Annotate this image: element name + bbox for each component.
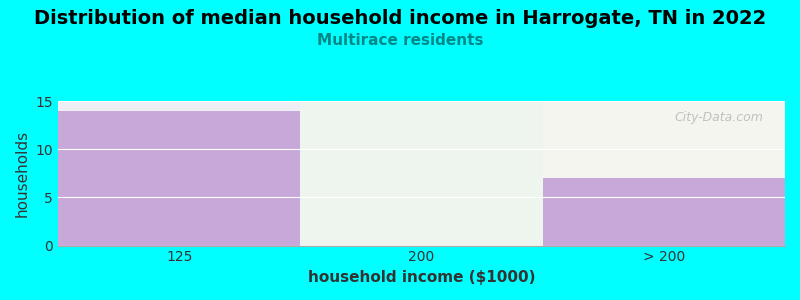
Bar: [300, 101, 542, 246]
X-axis label: household income ($1000): household income ($1000): [308, 270, 535, 285]
Bar: [58, 111, 300, 246]
Bar: [542, 101, 785, 246]
Text: City-Data.com: City-Data.com: [674, 111, 763, 124]
Text: Distribution of median household income in Harrogate, TN in 2022: Distribution of median household income …: [34, 9, 766, 28]
Text: Multirace residents: Multirace residents: [317, 33, 483, 48]
Y-axis label: households: households: [15, 130, 30, 217]
Bar: [58, 101, 300, 246]
Bar: [542, 178, 785, 246]
